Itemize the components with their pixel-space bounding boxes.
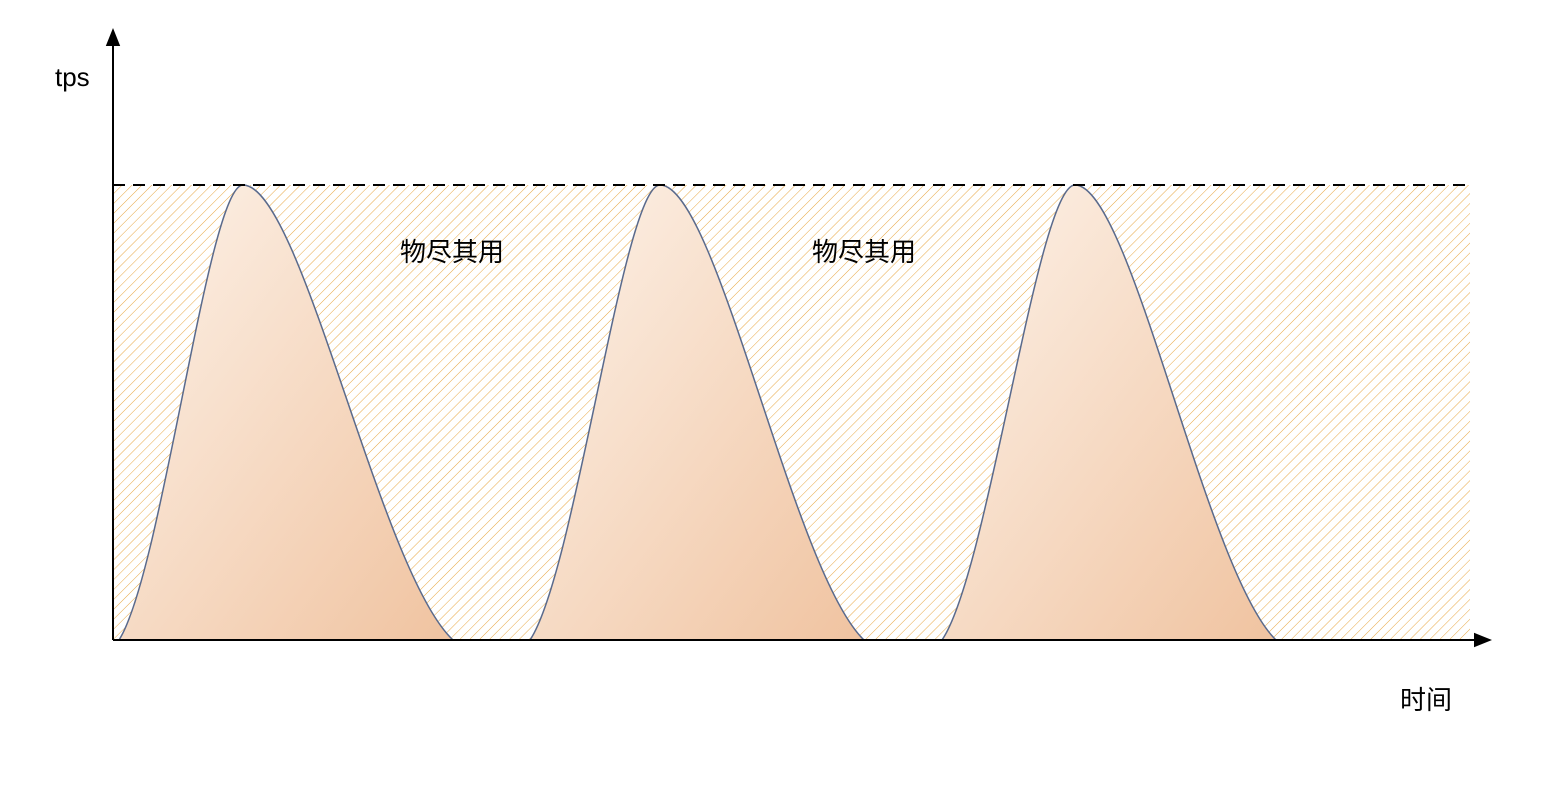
annotation-label: 物尽其用 xyxy=(400,232,504,269)
chart-container: tps 时间 物尽其用 物尽其用 xyxy=(0,0,1564,792)
annotation-label: 物尽其用 xyxy=(812,232,916,269)
x-axis-label: 时间 xyxy=(1400,680,1452,717)
chart-svg xyxy=(0,0,1564,792)
y-axis-label: tps xyxy=(55,62,90,93)
humps-group xyxy=(119,185,1276,640)
